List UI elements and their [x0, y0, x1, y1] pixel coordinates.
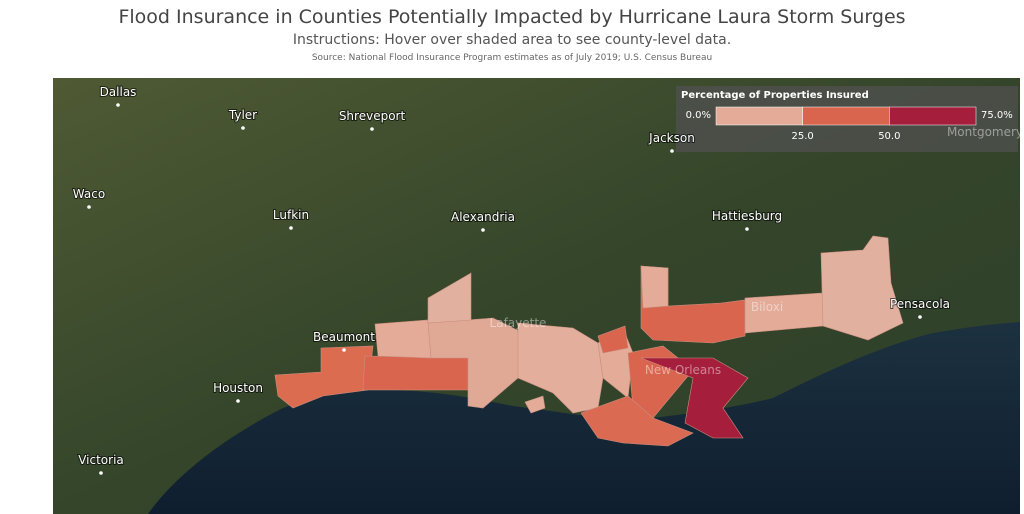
title: Flood Insurance in Counties Potentially … — [118, 6, 906, 28]
city-dot — [370, 127, 374, 131]
county[interactable] — [820, 235, 904, 341]
gulf — [148, 322, 1020, 514]
city-label: Waco — [73, 187, 105, 201]
city-dot — [116, 103, 120, 107]
counties[interactable] — [274, 235, 904, 447]
legend-label: 75.0% — [981, 110, 1013, 121]
city-label: Alexandria — [451, 210, 515, 224]
city-label: Tyler — [228, 108, 257, 122]
header: Flood Insurance in Counties Potentially … — [0, 0, 1024, 78]
legend-label: 25.0 — [792, 131, 814, 142]
legend-swatch — [889, 106, 977, 126]
city-label: Hattiesburg — [712, 209, 782, 223]
county[interactable] — [640, 265, 669, 309]
city-label: Lafayette — [490, 316, 547, 330]
legend-label: 50.0 — [878, 131, 900, 142]
source: Source: National Flood Insurance Program… — [311, 53, 713, 63]
legend-title: Percentage of Properties Insured — [681, 90, 869, 101]
city-label: Dallas — [100, 85, 137, 99]
county[interactable] — [427, 317, 524, 409]
city-dot — [918, 315, 922, 319]
city-dot — [670, 149, 674, 153]
city-dot — [241, 126, 245, 130]
county[interactable] — [640, 357, 749, 439]
legend-label: 0.0% — [686, 110, 711, 121]
city-label: Montgomery — [947, 125, 1020, 139]
city-dot — [481, 228, 485, 232]
instructions: Instructions: Hover over shaded area to … — [292, 32, 732, 48]
city-dot — [87, 205, 91, 209]
legend-swatch — [802, 106, 890, 126]
city-dot — [342, 348, 346, 352]
city-dot — [236, 399, 240, 403]
map[interactable]: Percentage of Properties Insured 0.0% 25.… — [53, 78, 1020, 514]
legend-swatch — [715, 106, 803, 126]
city-label: Shreveport — [339, 109, 406, 123]
city-dot — [99, 471, 103, 475]
county[interactable] — [597, 325, 629, 354]
city-label: Lufkin — [273, 208, 309, 222]
county[interactable] — [374, 319, 432, 359]
county[interactable] — [580, 395, 694, 447]
city-dot — [745, 227, 749, 231]
city-label: Pensacola — [890, 297, 950, 311]
county[interactable] — [362, 355, 469, 391]
city-label: Houston — [213, 381, 263, 395]
city-dot — [289, 226, 293, 230]
city-label: Jackson — [648, 131, 695, 145]
city-label: Biloxi — [751, 300, 783, 314]
county[interactable] — [524, 395, 546, 414]
city-label: New Orleans — [645, 363, 721, 377]
county[interactable] — [427, 272, 472, 324]
city-label: Victoria — [78, 453, 124, 467]
city-label: Beaumont — [313, 330, 375, 344]
